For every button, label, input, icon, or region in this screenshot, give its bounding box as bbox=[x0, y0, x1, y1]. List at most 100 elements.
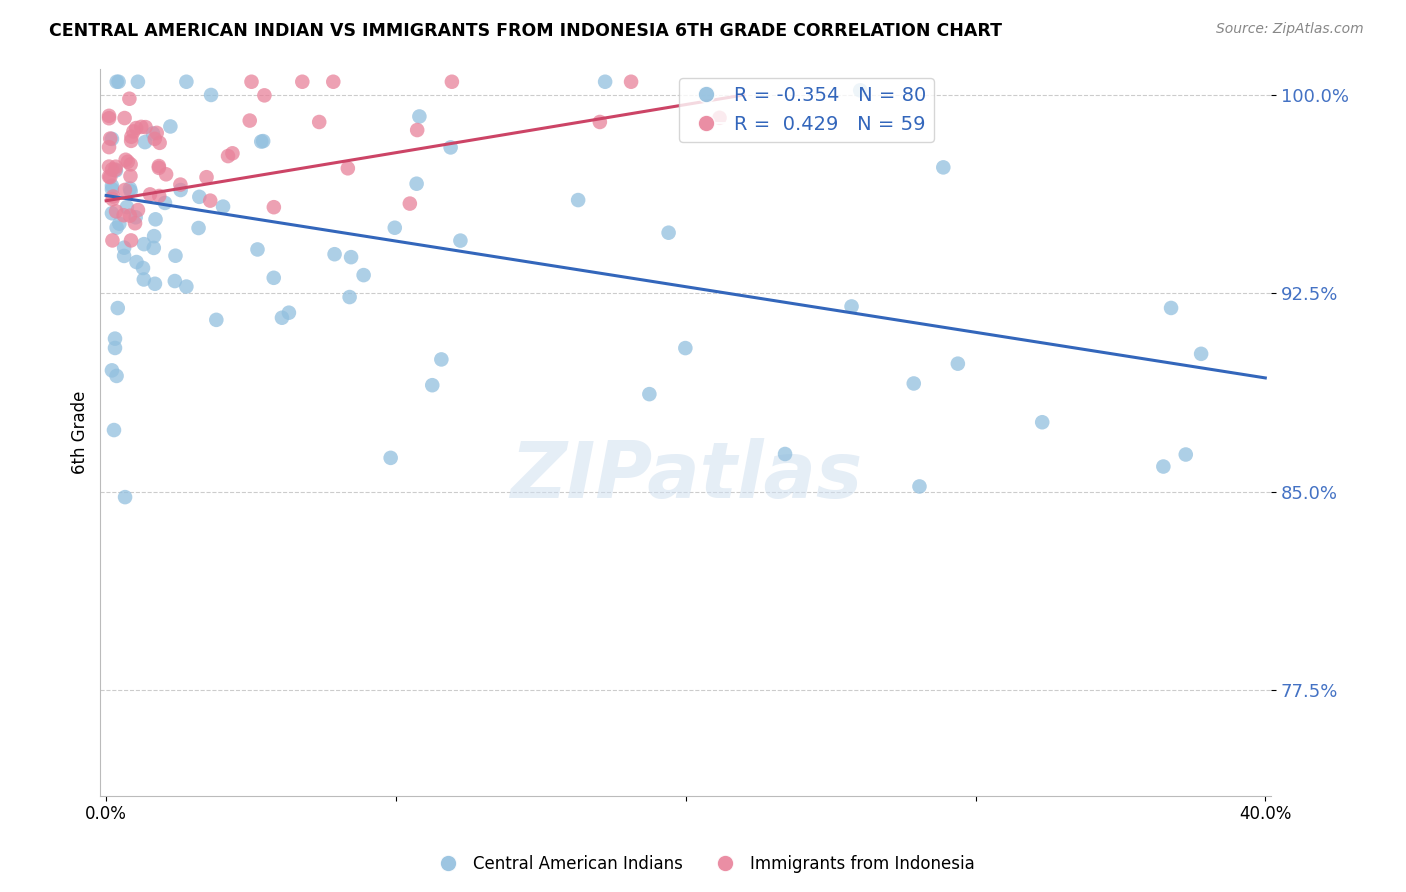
Point bbox=[101, 234, 124, 248]
Point bbox=[430, 352, 453, 367]
Point bbox=[104, 163, 127, 178]
Point bbox=[406, 123, 429, 137]
Point bbox=[205, 313, 228, 327]
Point bbox=[101, 178, 124, 193]
Point bbox=[104, 162, 127, 177]
Point bbox=[322, 75, 344, 89]
Point bbox=[101, 189, 124, 203]
Point bbox=[946, 357, 969, 371]
Point bbox=[118, 92, 141, 106]
Point bbox=[176, 279, 198, 293]
Point bbox=[134, 135, 156, 149]
Point bbox=[98, 160, 121, 174]
Point bbox=[107, 301, 129, 315]
Point bbox=[593, 75, 616, 89]
Point bbox=[112, 241, 135, 255]
Point bbox=[105, 204, 128, 219]
Point bbox=[115, 200, 138, 214]
Point bbox=[1174, 448, 1197, 462]
Point bbox=[118, 181, 141, 195]
Point bbox=[658, 226, 681, 240]
Point bbox=[125, 121, 148, 136]
Point bbox=[143, 132, 166, 146]
Point bbox=[105, 75, 128, 89]
Point bbox=[132, 237, 155, 252]
Point bbox=[104, 332, 127, 346]
Point bbox=[240, 75, 263, 89]
Point bbox=[380, 450, 402, 465]
Point bbox=[169, 178, 191, 192]
Point bbox=[336, 161, 359, 176]
Point bbox=[120, 184, 142, 198]
Point bbox=[673, 341, 696, 355]
Point bbox=[903, 376, 925, 391]
Point bbox=[104, 160, 127, 174]
Point bbox=[98, 112, 121, 126]
Point bbox=[125, 255, 148, 269]
Point bbox=[841, 300, 863, 314]
Point bbox=[589, 115, 612, 129]
Point bbox=[308, 115, 330, 129]
Point bbox=[159, 120, 181, 134]
Point bbox=[176, 75, 198, 89]
Y-axis label: 6th Grade: 6th Grade bbox=[72, 391, 89, 474]
Point bbox=[143, 277, 166, 291]
Point bbox=[98, 140, 121, 154]
Point bbox=[120, 134, 142, 148]
Point bbox=[132, 272, 155, 286]
Point bbox=[908, 479, 931, 493]
Point bbox=[449, 234, 471, 248]
Point bbox=[277, 306, 299, 320]
Point bbox=[143, 229, 166, 244]
Point bbox=[773, 447, 796, 461]
Point bbox=[200, 87, 222, 102]
Point bbox=[155, 167, 177, 181]
Point bbox=[98, 131, 121, 145]
Point bbox=[221, 146, 243, 161]
Point bbox=[340, 250, 363, 264]
Point bbox=[709, 111, 731, 125]
Point bbox=[127, 75, 149, 89]
Point bbox=[149, 136, 172, 150]
Point bbox=[339, 290, 361, 304]
Point bbox=[263, 270, 285, 285]
Point bbox=[353, 268, 375, 282]
Point bbox=[148, 161, 170, 175]
Point bbox=[101, 363, 124, 377]
Point bbox=[620, 75, 643, 89]
Point bbox=[135, 120, 157, 135]
Point bbox=[246, 243, 269, 257]
Point bbox=[169, 183, 191, 197]
Point bbox=[127, 202, 149, 217]
Point bbox=[108, 217, 131, 231]
Point bbox=[1160, 301, 1182, 315]
Point bbox=[120, 129, 142, 144]
Legend: Central American Indians, Immigrants from Indonesia: Central American Indians, Immigrants fro… bbox=[425, 848, 981, 880]
Point bbox=[112, 249, 135, 263]
Point bbox=[567, 193, 589, 207]
Point bbox=[98, 170, 121, 185]
Point bbox=[398, 196, 420, 211]
Point bbox=[105, 368, 128, 383]
Point bbox=[114, 183, 136, 197]
Point bbox=[217, 149, 239, 163]
Point bbox=[142, 127, 165, 141]
Point bbox=[145, 212, 167, 227]
Point bbox=[120, 157, 142, 171]
Point bbox=[101, 182, 124, 196]
Point bbox=[122, 124, 145, 138]
Text: Source: ZipAtlas.com: Source: ZipAtlas.com bbox=[1216, 22, 1364, 37]
Point bbox=[408, 110, 430, 124]
Point bbox=[405, 177, 427, 191]
Point bbox=[101, 206, 124, 220]
Point bbox=[118, 209, 141, 223]
Point bbox=[129, 120, 152, 134]
Text: CENTRAL AMERICAN INDIAN VS IMMIGRANTS FROM INDONESIA 6TH GRADE CORRELATION CHART: CENTRAL AMERICAN INDIAN VS IMMIGRANTS FR… bbox=[49, 22, 1002, 40]
Point bbox=[120, 234, 142, 248]
Point bbox=[101, 132, 124, 146]
Point bbox=[107, 75, 129, 89]
Point bbox=[117, 154, 139, 169]
Point bbox=[440, 75, 463, 89]
Point bbox=[849, 83, 872, 97]
Point bbox=[252, 134, 274, 148]
